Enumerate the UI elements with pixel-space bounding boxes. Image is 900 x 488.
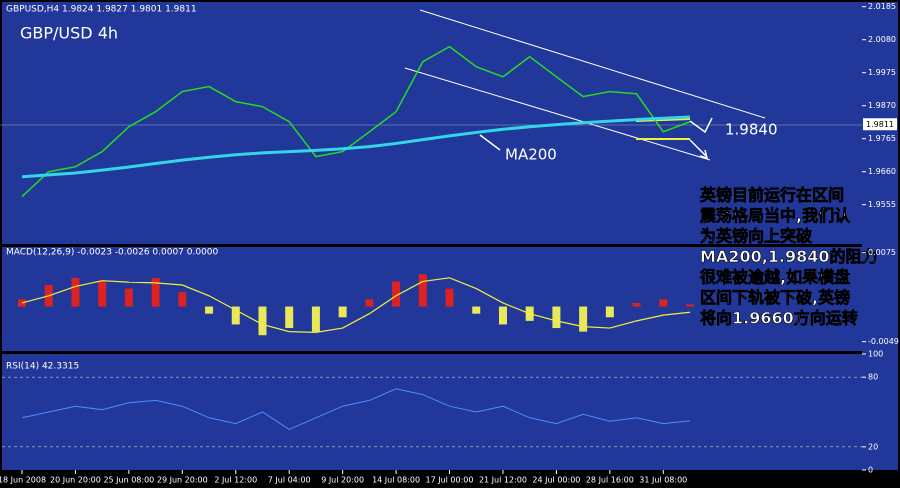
y-tick-label: 1.9660 [868, 167, 896, 176]
y-tick-label: 1.9870 [868, 101, 896, 110]
note-line: 为英镑向上突破 [700, 227, 812, 246]
arrow-down [689, 139, 707, 157]
histogram-bar [205, 306, 214, 314]
x-tick-label: 18 Jun 2008 [0, 476, 46, 485]
note-line: 将向1.9660方向运转 [700, 309, 858, 328]
x-tick-label: 7 Jul 04:00 [268, 476, 311, 485]
arrow-head [699, 149, 709, 160]
y-tick-label: -0.0049 [868, 337, 899, 346]
series-line [21, 277, 691, 333]
note-line: 震荡格局当中,我们认 [699, 206, 851, 225]
histogram-bar [472, 306, 481, 314]
x-tick-label: 29 Jun 20:00 [157, 476, 208, 485]
x-tick-label: 28 Jul 16:00 [586, 476, 634, 485]
histogram-bar [338, 306, 347, 318]
note-line: 英镑目前运行在区间 [699, 186, 844, 205]
histogram-bar [552, 306, 561, 329]
range-top [635, 118, 691, 122]
histogram-bar [445, 288, 454, 307]
y-tick-label: 2.0185 [868, 2, 896, 11]
x-tick-label: 24 Jul 00:00 [532, 476, 580, 485]
ma-pointer [479, 134, 501, 151]
y-tick-label: 1.9765 [868, 134, 896, 143]
annotation: 1.9840 [725, 121, 778, 139]
histogram-bar [365, 299, 374, 307]
histogram-bar [605, 306, 614, 318]
histogram-bar [178, 292, 187, 307]
current-price: 1.9811 [866, 120, 894, 129]
histogram-bar [151, 277, 160, 307]
series-line [21, 388, 691, 430]
price-panel [2, 2, 862, 244]
histogram-bar [285, 306, 294, 329]
histogram-bar [231, 306, 240, 325]
histogram-bar [98, 281, 107, 307]
x-tick-label: 17 Jul 00:00 [426, 476, 474, 485]
x-tick-label: 9 Jul 20:00 [321, 476, 364, 485]
current-price-box [863, 118, 897, 131]
macd-panel [2, 247, 862, 351]
note-line: 区间下轨被下破,英镑 [700, 288, 850, 307]
histogram-bar [392, 281, 401, 307]
rsi-panel [2, 354, 862, 470]
y-tick-label: 100 [868, 350, 883, 359]
histogram-bar [311, 306, 320, 332]
histogram-bar [686, 304, 694, 307]
histogram-bar [498, 306, 507, 325]
histogram-bar [258, 306, 267, 336]
x-tick-label: 14 Jul 08:00 [372, 476, 420, 485]
series-line [21, 45, 691, 198]
x-tick-label: 25 Jun 08:00 [103, 476, 154, 485]
note-line: 很难被逾越,如果横盘 [700, 268, 850, 287]
histogram-bar [659, 299, 668, 307]
arrow-path [689, 117, 713, 134]
histogram-bar [418, 274, 427, 307]
histogram-bar [71, 277, 80, 307]
x-tick-label: 21 Jul 12:00 [479, 476, 527, 485]
price-axis [862, 2, 898, 470]
note-line: MA200,1.9840的阻力 [700, 247, 878, 266]
channel-bottom [404, 67, 711, 161]
y-tick-label: 0.0075 [868, 248, 896, 257]
x-tick-label: 31 Jul 08:00 [639, 476, 687, 485]
x-tick-label: 20 Jun 20:00 [50, 476, 101, 485]
histogram-bar [124, 288, 133, 307]
macd-header: MACD(12,26,9) -0.0023 -0.0026 0.0007 0.0… [6, 248, 219, 258]
price-header: GBPUSD,H4 1.9824 1.9827 1.9801 1.9811 [6, 5, 197, 15]
channel-top [419, 9, 766, 119]
y-tick-label: 20 [868, 442, 878, 451]
y-tick-label: 80 [868, 373, 878, 382]
annotation: MA200 [505, 146, 557, 164]
x-tick-label: 2 Jul 12:00 [214, 476, 257, 485]
y-tick-label: 0 [868, 466, 873, 475]
series-line [21, 115, 691, 179]
y-tick-label: 1.9975 [868, 68, 896, 77]
y-tick-label: 2.0080 [868, 35, 896, 44]
y-tick-label: 1.9555 [868, 200, 896, 209]
rsi-header: RSI(14) 42.3315 [6, 362, 79, 372]
chart-label: GBP/USD 4h [20, 24, 118, 43]
histogram-bar [579, 306, 588, 332]
histogram-bar [632, 302, 641, 307]
